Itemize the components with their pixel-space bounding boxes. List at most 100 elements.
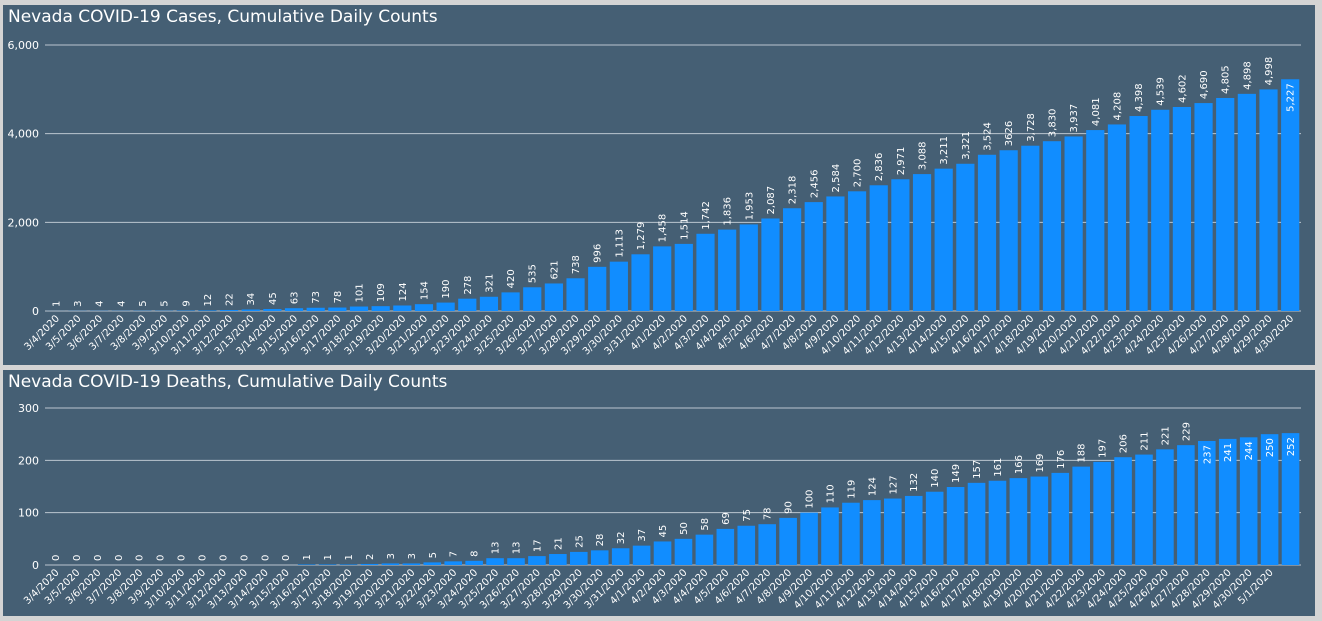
bar <box>761 218 780 311</box>
y-tick-label: 0 <box>32 559 39 572</box>
data-label: 73 <box>311 291 322 304</box>
bar <box>696 233 715 311</box>
bar <box>758 524 776 565</box>
bar <box>674 243 693 311</box>
data-label: 124 <box>398 282 409 301</box>
data-label: 738 <box>571 255 582 274</box>
data-label: 3,830 <box>1047 109 1058 138</box>
bar <box>486 558 504 565</box>
data-label: 206 <box>1119 434 1130 453</box>
y-tick-label: 100 <box>18 507 39 520</box>
bar <box>381 563 400 565</box>
data-label: 241 <box>1223 443 1234 462</box>
data-label: 0 <box>260 555 271 561</box>
bar <box>934 168 953 311</box>
data-label: 5 <box>138 300 149 306</box>
data-label: 149 <box>951 464 962 483</box>
data-label: 169 <box>1035 453 1046 472</box>
data-label: 2,318 <box>788 176 799 205</box>
data-label: 3 <box>386 553 397 559</box>
data-label: 278 <box>463 276 474 295</box>
cases-chart-panel: Nevada COVID-19 Cases, Cumulative Daily … <box>3 5 1315 365</box>
bar <box>674 538 693 565</box>
bar <box>631 254 650 311</box>
data-label: 4,602 <box>1177 74 1188 103</box>
data-label: 321 <box>484 274 495 293</box>
data-label: 21 <box>553 537 564 550</box>
data-label: 4 <box>95 300 106 306</box>
data-label: 8 <box>470 550 481 556</box>
data-label: 0 <box>281 555 292 561</box>
bar <box>528 556 546 565</box>
data-label: 154 <box>419 281 430 300</box>
data-label: 3,321 <box>961 131 972 160</box>
bar <box>1135 454 1153 565</box>
y-tick-label: 0 <box>32 305 39 318</box>
data-label: 0 <box>72 555 83 561</box>
data-label: 5 <box>428 552 439 558</box>
bar <box>821 507 839 565</box>
bar <box>739 224 758 311</box>
bar <box>444 561 462 565</box>
bar <box>999 150 1018 311</box>
bar <box>1216 97 1235 311</box>
data-label: 176 <box>1056 450 1067 469</box>
bar <box>318 564 337 565</box>
bar <box>1064 136 1083 311</box>
bar <box>1281 79 1300 311</box>
bar <box>1172 106 1191 311</box>
bar <box>198 310 217 311</box>
bar <box>1093 461 1111 565</box>
bar <box>737 525 756 565</box>
bar <box>219 310 239 311</box>
data-label: 4,398 <box>1134 83 1145 112</box>
bar <box>988 480 1007 565</box>
bar <box>695 534 714 565</box>
data-label: 110 <box>826 484 837 503</box>
bar <box>339 564 358 565</box>
data-label: 5 <box>160 300 171 306</box>
data-label: 22 <box>225 293 236 306</box>
data-label: 535 <box>528 264 539 283</box>
bar <box>393 305 412 311</box>
data-label: 45 <box>658 525 669 538</box>
bar <box>566 278 585 311</box>
data-label: 25 <box>574 535 585 548</box>
bar <box>718 229 737 311</box>
bar <box>1072 466 1090 565</box>
data-label: 250 <box>1265 438 1276 457</box>
bar <box>869 185 888 311</box>
data-label: 3,728 <box>1026 113 1037 142</box>
y-tick-label: 2,000 <box>8 216 40 229</box>
bar <box>549 554 567 565</box>
data-label: 0 <box>51 555 62 561</box>
data-label: 3,088 <box>918 141 929 170</box>
y-tick-label: 4,000 <box>8 128 40 141</box>
data-label: 1 <box>323 554 334 560</box>
data-label: 0 <box>135 555 146 561</box>
bar <box>588 266 607 311</box>
bar <box>241 309 260 311</box>
bar <box>328 307 347 311</box>
data-label: 5,227 <box>1286 83 1297 112</box>
bar <box>1239 437 1258 565</box>
deaths-chart-panel: Nevada COVID-19 Deaths, Cumulative Daily… <box>3 370 1315 616</box>
bar <box>863 500 881 565</box>
bar <box>884 498 902 565</box>
data-label: 0 <box>218 555 229 561</box>
bar <box>1086 130 1105 311</box>
bar <box>826 196 845 311</box>
data-label: 13 <box>491 541 502 554</box>
bar <box>1129 116 1148 311</box>
data-label: 190 <box>441 279 452 298</box>
bar <box>306 307 325 311</box>
bar <box>925 491 944 565</box>
data-label: 1 <box>302 554 313 560</box>
data-label: 34 <box>246 293 257 306</box>
data-label: 1 <box>51 301 62 307</box>
bar <box>1237 93 1256 311</box>
bar <box>1281 433 1300 565</box>
data-label: 1 <box>344 554 355 560</box>
bar <box>891 179 910 311</box>
bar <box>402 563 421 565</box>
